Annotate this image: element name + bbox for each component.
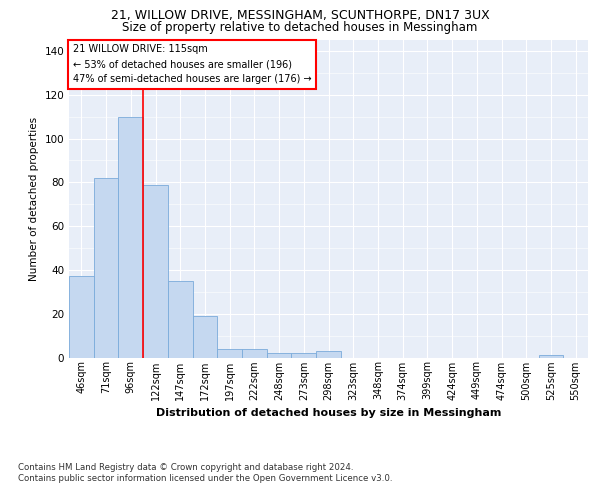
Bar <box>217 348 242 358</box>
Bar <box>193 316 217 358</box>
Bar <box>316 351 341 358</box>
Text: Distribution of detached houses by size in Messingham: Distribution of detached houses by size … <box>156 408 502 418</box>
Bar <box>69 276 94 357</box>
Text: 21, WILLOW DRIVE, MESSINGHAM, SCUNTHORPE, DN17 3UX: 21, WILLOW DRIVE, MESSINGHAM, SCUNTHORPE… <box>110 9 490 22</box>
Bar <box>118 116 143 358</box>
Bar <box>143 184 168 358</box>
Text: Contains HM Land Registry data © Crown copyright and database right 2024.: Contains HM Land Registry data © Crown c… <box>18 462 353 471</box>
Bar <box>267 353 292 358</box>
Bar <box>242 348 267 358</box>
Bar <box>94 178 118 358</box>
Bar <box>168 281 193 357</box>
Text: Contains public sector information licensed under the Open Government Licence v3: Contains public sector information licen… <box>18 474 392 483</box>
Y-axis label: Number of detached properties: Number of detached properties <box>29 116 39 281</box>
Text: 21 WILLOW DRIVE: 115sqm
← 53% of detached houses are smaller (196)
47% of semi-d: 21 WILLOW DRIVE: 115sqm ← 53% of detache… <box>73 44 311 84</box>
Bar <box>539 356 563 358</box>
Text: Size of property relative to detached houses in Messingham: Size of property relative to detached ho… <box>122 21 478 34</box>
Bar <box>292 353 316 358</box>
